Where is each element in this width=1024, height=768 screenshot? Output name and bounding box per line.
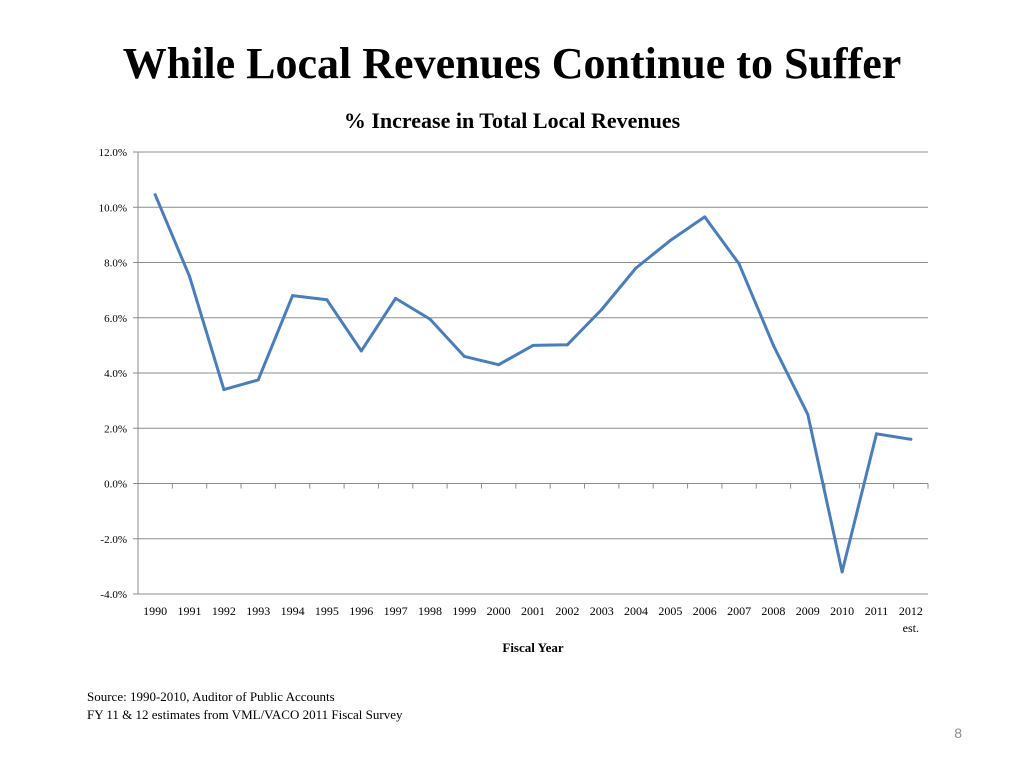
y-tick-label: 0.0%	[104, 479, 127, 491]
y-tick-label: 12.0%	[99, 147, 127, 159]
y-tick-labels: -4.0% -2.0% 0.0% 2.0% 4.0% 6.0% 8.0% 10.0% 12.0%	[99, 147, 127, 601]
x-tick-label: 2007	[727, 604, 751, 618]
data-point	[394, 296, 398, 300]
x-tick-label: 1995	[315, 604, 339, 618]
y-tick-label: -4.0%	[100, 589, 127, 601]
y-tick-label: 10.0%	[99, 202, 127, 214]
data-point	[428, 317, 432, 321]
x-tick-label: 2000	[487, 604, 511, 618]
y-tick-label: 8.0%	[104, 258, 127, 270]
x-tick-label: 1993	[246, 604, 270, 618]
data-point	[153, 193, 157, 197]
gridlines	[138, 151, 928, 595]
x-tick-label: 1994	[281, 604, 305, 618]
x-tick-label: 2011	[865, 604, 889, 618]
x-tick-labels: 1990 1991 1992 1993 1994 1995 1996 1997 1998 1999…	[143, 604, 923, 635]
data-point	[359, 349, 363, 353]
x-tick-label: 2004	[624, 604, 648, 618]
data-point	[188, 274, 192, 278]
x-tick-label: 1998	[418, 604, 442, 618]
chart-title: % Increase in Total Local Revenues	[344, 108, 681, 133]
data-point	[256, 378, 260, 382]
x-tick-label: 2012	[899, 604, 923, 618]
x-tick-label: 1999	[452, 604, 476, 618]
y-tick-label: 4.0%	[104, 368, 127, 380]
data-point	[909, 437, 913, 441]
x-tick-label: 2009	[796, 604, 820, 618]
data-point	[840, 570, 844, 574]
data-point	[771, 343, 775, 347]
x-tick-label: 2010	[830, 604, 854, 618]
data-point	[737, 262, 741, 266]
axes	[133, 151, 929, 595]
source-line-2: FY 11 & 12 estimates from VML/VACO 2011 …	[87, 707, 403, 722]
series-layer	[153, 193, 913, 574]
x-tick-label: 2008	[761, 604, 785, 618]
data-point	[668, 238, 672, 242]
x-tick-label: 2005	[658, 604, 682, 618]
x-tick-label: 1992	[212, 604, 236, 618]
series-line	[153, 193, 913, 574]
x-tick-label: 2003	[590, 604, 614, 618]
data-point	[874, 432, 878, 436]
x-tick-sublabel: est.	[903, 621, 919, 635]
data-point	[325, 298, 329, 302]
x-tick-label: 1996	[349, 604, 373, 618]
x-tick-label: 1997	[384, 604, 408, 618]
x-tick-label: 2001	[521, 604, 545, 618]
source-line-1: Source: 1990-2010, Auditor of Public Acc…	[87, 689, 335, 704]
page-number: 8	[954, 725, 962, 741]
y-tick-label: -2.0%	[100, 534, 127, 546]
data-point	[291, 294, 295, 298]
slide-title: While Local Revenues Continue to Suffer	[122, 39, 902, 88]
y-tick-label: 2.0%	[104, 423, 127, 435]
data-point	[531, 343, 535, 347]
x-tick-label: 2006	[693, 604, 717, 618]
y-tick-label: 6.0%	[104, 313, 127, 325]
x-tick-label: 1990	[143, 604, 167, 618]
data-point	[634, 266, 638, 270]
source-note: Source: 1990-2010, Auditor of Public Acc…	[87, 688, 403, 724]
data-point	[222, 388, 226, 392]
x-tick-label: 1991	[178, 604, 202, 618]
x-axis-title: Fiscal Year	[502, 640, 563, 655]
data-point	[462, 354, 466, 358]
x-tick-label: 2002	[555, 604, 579, 618]
data-point	[600, 307, 604, 311]
data-point	[565, 343, 569, 347]
data-point	[806, 412, 810, 416]
data-point	[497, 363, 501, 367]
data-point	[703, 215, 707, 219]
